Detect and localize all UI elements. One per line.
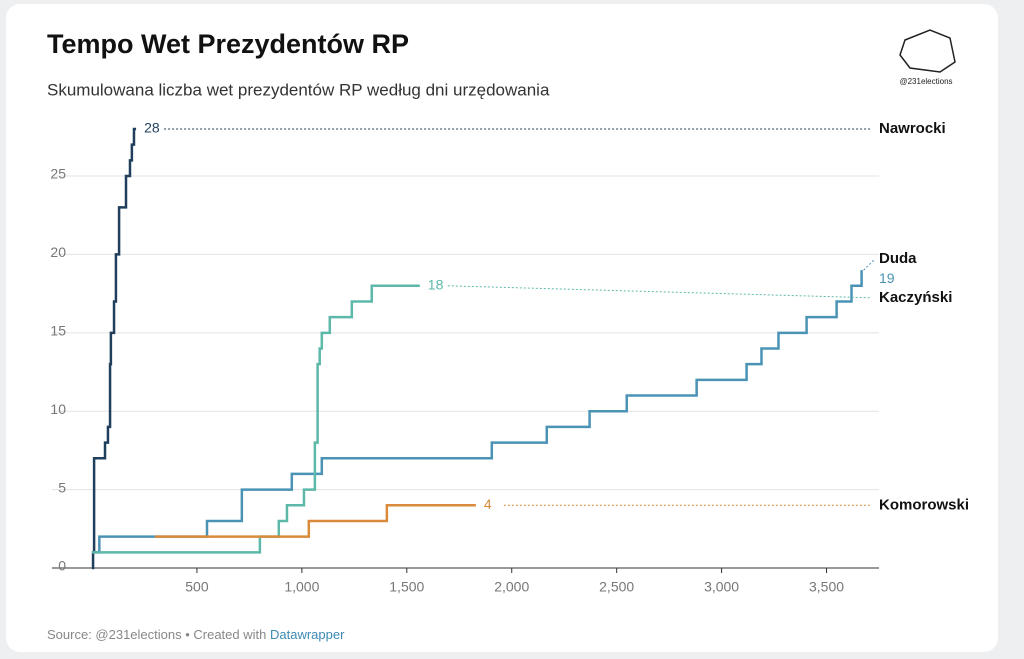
y-tick-label: 0 (58, 558, 66, 574)
series-line (92, 284, 420, 554)
x-tick-label: 3,000 (704, 579, 739, 595)
chart-title: Tempo Wet Prezydentów RP (47, 29, 409, 59)
logo-icon (899, 29, 956, 73)
leader-line (447, 285, 872, 299)
chart-subtitle: Skumulowana liczba wet prezydentów RP we… (47, 80, 550, 99)
x-tick-label: 1,500 (389, 579, 424, 595)
series-line (91, 127, 137, 570)
series-line (154, 504, 476, 538)
footer-link: Datawrapper (270, 627, 345, 642)
x-tick-label: 2,000 (494, 579, 529, 595)
end-value-label: 4 (484, 496, 492, 512)
footer-source-text: Source: @231elections • Created with (47, 627, 266, 642)
end-value-label: 28 (144, 120, 160, 136)
x-tick-label: 500 (185, 579, 209, 595)
y-tick-label: 5 (58, 479, 66, 495)
footer-source: Source: @231elections • Created with Dat… (47, 627, 345, 642)
card (6, 4, 998, 652)
y-tick-label: 25 (50, 166, 66, 182)
series-name: Duda (879, 250, 917, 267)
leader-line (863, 258, 876, 271)
series-name: Komorowski (879, 496, 969, 513)
x-tick-label: 3,500 (809, 579, 844, 595)
series-line (95, 270, 863, 554)
x-tick-label: 2,500 (599, 579, 634, 595)
end-value-label: 19 (879, 270, 895, 286)
y-tick-label: 10 (50, 401, 66, 417)
series-name: Kaczyński (879, 289, 952, 306)
x-tick-label: 1,000 (284, 579, 319, 595)
y-tick-label: 15 (50, 323, 66, 339)
series-name: Nawrocki (879, 120, 946, 137)
end-value-label: 18 (428, 276, 444, 292)
y-tick-label: 20 (50, 244, 66, 260)
logo-text: @231elections (899, 77, 952, 86)
